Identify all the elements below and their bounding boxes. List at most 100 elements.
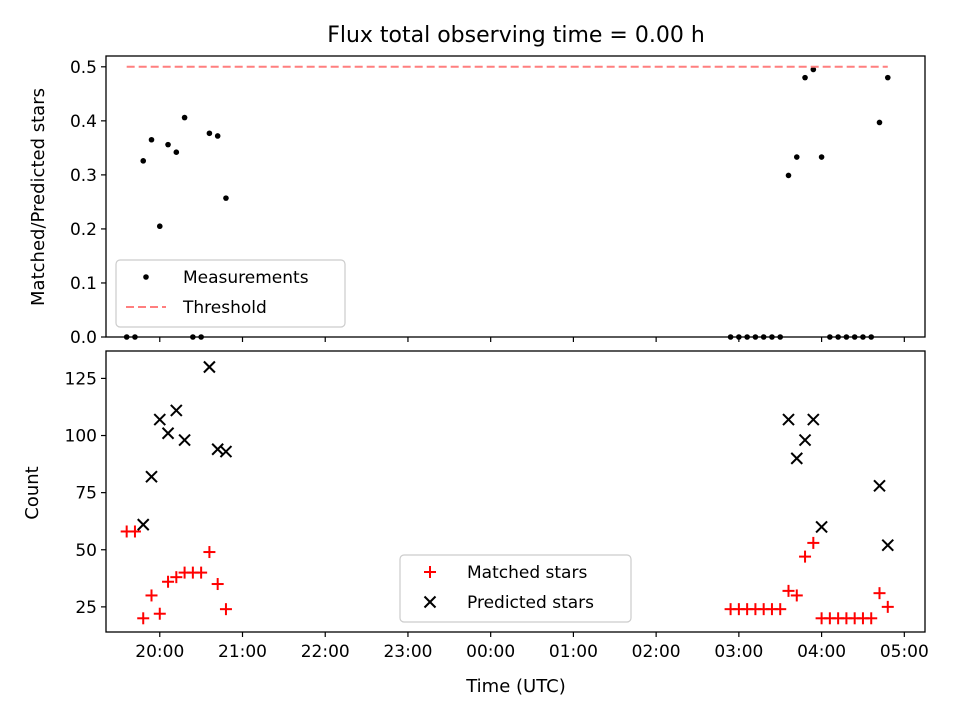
legend-label: Predicted stars [467,593,594,613]
matched-star-point [145,589,158,602]
count-marks [120,360,894,625]
matched-star-point [873,587,886,600]
y-tick-label: 0.4 [70,112,97,132]
predicted-star-point [161,427,175,440]
matched-star-point [219,603,232,616]
x-tick-label: 20:00 [135,642,184,662]
predicted-star-point [170,404,183,417]
measurement-point [181,114,188,121]
matched-star-point [170,571,183,584]
measurement-point [876,119,883,126]
measurement-point [148,136,155,143]
y-tick-label: 125 [65,369,97,389]
predicted-star-point [807,413,820,426]
predicted-star-point [881,538,894,552]
y-tick-label: 0.5 [70,58,97,78]
count-legend: Matched stars Predicted stars [399,554,632,623]
measurement-point [173,149,180,155]
predicted-star-point-b [137,518,150,531]
predicted-star-point-b [170,404,183,417]
y-tick-label: 0.0 [70,328,97,348]
ratio-panel: Flux total observing time = 0.00 h Match… [28,23,926,348]
predicted-star-point [137,518,150,531]
ratio-legend: Measurements Threshold [115,259,346,328]
measurement-point [884,74,891,81]
count-ticks: 25 50 75 100 125 20:00 21:00 22:00 23:00 00:00 01:… [65,369,929,662]
measurement-point [793,154,800,160]
measurement-point [165,141,171,148]
measurement-point [156,223,163,230]
x-tick-label: 21:00 [218,642,267,662]
predicted-star-point [873,479,886,492]
matched-star-point [790,589,803,602]
x-tick-label: 00:00 [466,642,515,662]
predicted-star-point-b [807,413,820,426]
matched-star-point [203,546,216,559]
matched-star-point [153,607,166,620]
legend-swatch [143,274,149,280]
measurement-point [206,130,213,137]
matched-star-point [162,575,175,588]
matched-star-point [774,603,787,616]
predicted-star-point [815,520,828,534]
matched-star-point [195,566,208,579]
x-tick-label: 04:00 [797,642,846,662]
predicted-star-point [219,445,233,458]
predicted-star-point [178,433,191,447]
measurement-point [810,66,817,73]
y-tick-label: 0.2 [70,220,97,240]
measurement-point [140,158,147,164]
legend-swatch [424,566,436,578]
legend-label: Matched stars [467,563,587,583]
predicted-star-point-b [145,470,158,483]
predicted-star-point-b [219,445,233,458]
matched-star-point [799,550,812,563]
predicted-star-point-b [881,538,894,552]
ratio-marks [123,65,891,340]
matched-star-point [128,525,141,538]
matched-star-point [881,600,894,613]
measurement-point [818,154,825,160]
measurement-point [802,74,808,81]
matched-star-point [211,578,224,591]
y-tick-label: 100 [65,427,97,447]
predicted-star-point-b [790,452,803,465]
x-tick-label: 03:00 [714,642,763,662]
predicted-star-point [798,433,812,447]
matched-star-point [865,612,878,625]
ratio-chart-title: Flux total observing time = 0.00 h [327,23,705,48]
legend-swatch-b [423,595,437,609]
matched-star-point [137,612,150,625]
x-tick-label: 02:00 [632,642,681,662]
predicted-star-point-b [161,427,175,440]
legend-box [115,259,346,328]
y-tick-label: 75 [75,484,97,504]
count-x-axis-label: Time (UTC) [465,676,566,697]
predicted-star-point-b [203,360,216,374]
predicted-star-point [145,470,158,483]
ratio-y-axis-label: Matched/Predicted stars [28,88,49,306]
legend-label: Threshold [182,298,267,318]
predicted-star-point-b [178,433,191,447]
count-plot-frame [105,350,926,633]
predicted-star-point-b [782,413,795,426]
x-tick-label: 23:00 [383,642,432,662]
y-tick-label: 25 [75,598,97,618]
predicted-star-point [790,452,803,465]
measurement-point [214,133,221,139]
matched-star-point [807,536,820,549]
measurement-point [223,195,229,201]
legend-swatch [423,595,437,609]
legend-label: Measurements [183,268,309,288]
x-tick-label: 22:00 [301,642,350,662]
predicted-star-point [782,413,795,426]
predicted-star-point-b [798,433,812,447]
predicted-star-point [153,413,166,426]
predicted-star-point [203,360,216,374]
legend-box [399,554,632,623]
x-tick-label: 05:00 [880,642,929,662]
x-tick-label: 01:00 [549,642,598,662]
measurement-point [785,172,792,179]
